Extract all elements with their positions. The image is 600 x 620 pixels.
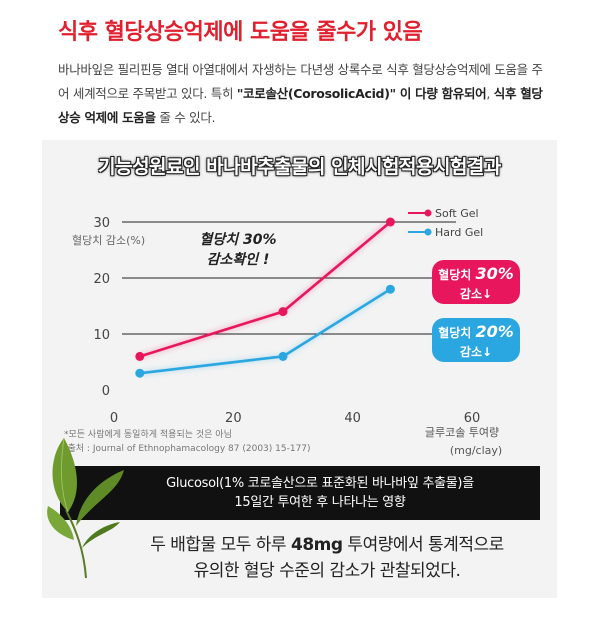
y-axis-label: 혈당치 감소(%): [72, 233, 145, 247]
series-line-1: [139, 288, 392, 375]
result-line-2: 15일간 투여한 후 나타나는 영향: [234, 495, 406, 510]
data-point: [385, 284, 395, 294]
conclusion-text-2: 투여량에서 통계적으로: [342, 535, 504, 555]
data-point: [135, 368, 145, 378]
source-note: *모든 사람에게 동일하게 적용되는 것은 아님 (출처 : Journal o…: [64, 428, 364, 456]
x-tick-label: 60: [464, 411, 481, 426]
study-result-panel: 기능성원료인 바나바추출물의 인체시험적용시험결과 0 10 20 30 0 20 40 60…: [42, 140, 557, 598]
intro-text-3: 줄 수 있다.: [155, 110, 216, 125]
series-glow-1: [139, 287, 392, 375]
page-heading: 식후 혈당상승억제에 도움을 줄수가 있음: [58, 20, 423, 45]
annotation-line-2: 감소확인 !: [207, 252, 270, 268]
banaba-leaf-icon: [47, 437, 124, 579]
badge-value: 20%: [476, 322, 514, 341]
badge-shape-1: [432, 318, 520, 362]
conclusion-line-2: 유의한 혈당 수준의 감소가 관찰되었다.: [193, 561, 461, 581]
badge-line-1-1: 혈당치 20%: [438, 322, 514, 341]
conclusion-text: 두 배합물 모두 하루 48mg 투여량에서 통계적으로 유의한 혈당 수준의 …: [102, 532, 552, 584]
conclusion-text-1: 두 배합물 모두 하루: [150, 535, 291, 555]
source-citation: (출처 : Journal of Ethnophamacology 87 (20…: [64, 444, 311, 454]
legend-label: Soft Gel: [435, 207, 479, 220]
legend-swatch-dot-1: [424, 228, 432, 236]
y-tick-label: 20: [93, 272, 110, 287]
annotation-line-1: 혈당치 30%: [199, 231, 276, 248]
badge-prefix: 혈당치: [438, 267, 475, 282]
intro-text-1: 바나바잎은 필리핀등 열대 아열대에서 자생하는 다년생 상록수로 식후 혈당상…: [58, 62, 543, 101]
badge-value: 30%: [476, 264, 514, 283]
data-point: [385, 217, 395, 227]
legend-label: Hard Gel: [435, 226, 483, 239]
data-point: [278, 351, 288, 361]
intro-text-2: ,: [486, 86, 494, 101]
badge-prefix: 혈당치: [438, 325, 475, 340]
intro-paragraph: 바나바잎은 필리핀등 열대 아열대에서 자생하는 다년생 상록수로 식후 혈당상…: [58, 58, 548, 130]
reduction-badge-1: 혈당치 20% 감소↓: [432, 318, 520, 362]
reduction-badge-0: 혈당치 30% 감소↓: [432, 260, 520, 304]
badge-line-2-1: 감소↓: [460, 344, 492, 359]
x-tick-label: 20: [225, 411, 242, 426]
conclusion-dose: 48mg: [290, 535, 343, 555]
badge-shape-0: [432, 260, 520, 304]
result-banner: Glucosol(1% 코로솔산으로 표준화된 바나바잎 추출물)을 15일간 …: [60, 466, 540, 520]
result-line-1: Glucosol(1% 코로솔산으로 표준화된 바나바잎 추출물)을: [166, 476, 474, 491]
y-tick-label: 0: [102, 384, 110, 399]
data-point: [278, 307, 288, 317]
source-disclaimer: *모든 사람에게 동일하게 적용되는 것은 아님: [64, 430, 232, 440]
badge-line-2-0: 감소↓: [460, 286, 492, 301]
legend-swatch-dot-0: [424, 209, 432, 217]
x-axis-label: 글루코솔 투여량: [425, 426, 499, 439]
x-tick-label: 40: [344, 411, 361, 426]
y-tick-label: 30: [93, 216, 110, 231]
badge-line-1-0: 혈당치 30%: [438, 264, 514, 283]
result-text: Glucosol(1% 코로솔산으로 표준화된 바나바잎 추출물)을 15일간 …: [100, 474, 540, 512]
data-point: [135, 351, 145, 361]
panel-title: 기능성원료인 바나바추출물의 인체시험적용시험결과: [98, 156, 501, 178]
glucose-reduction-chart: 0 10 20 30 0 20 40 60 혈당치 감소(%) 글루코솔 투여량 (mg/clay)…: [72, 207, 520, 457]
intro-bold-1: "코로솔산(CorosolicAcid)" 이 다량 함유되어: [236, 86, 487, 101]
x-axis-unit: (mg/clay): [450, 444, 502, 457]
x-tick-label: 0: [110, 411, 118, 426]
intro-bold-2: 식후 혈당상승 억제에 도움을: [58, 86, 543, 125]
conclusion-line-1: 두 배합물 모두 하루 48mg 투여량에서 통계적으로: [102, 532, 552, 558]
y-tick-label: 10: [93, 328, 110, 343]
